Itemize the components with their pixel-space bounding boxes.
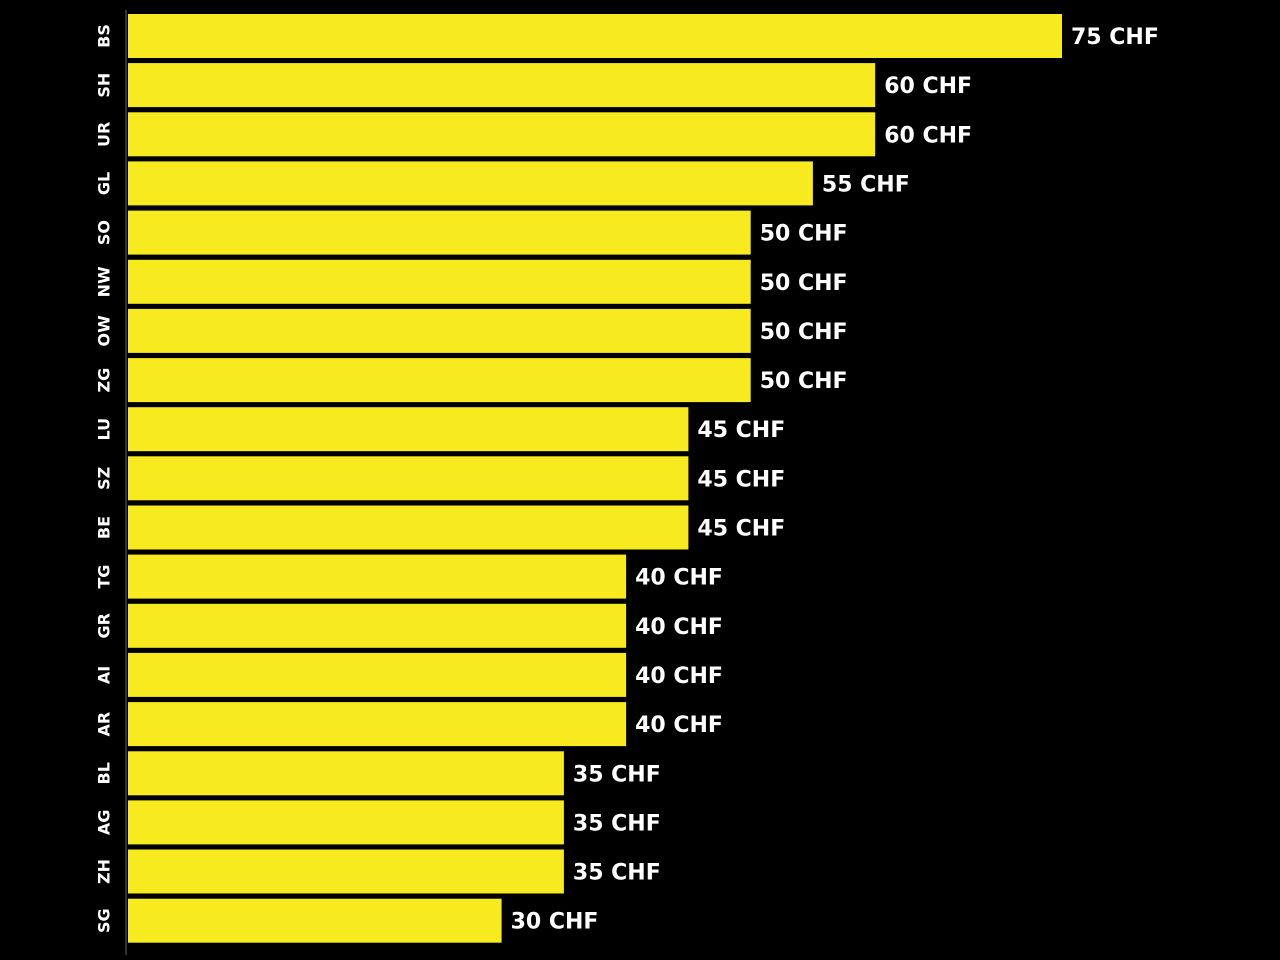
value-label-be: 45 CHF [697,517,785,542]
category-label-so: SO [95,220,114,245]
category-label-ow: OW [95,315,114,347]
category-label-ag: AG [95,810,114,836]
category-label-ar: AR [95,712,114,737]
bars-group: 75 CHF BS 60 CHF SH 60 CHF UR 55 CHF GL 50 CHF SO… [95,14,1159,943]
bar-sg [128,898,502,943]
value-label-ur: 60 CHF [884,123,972,148]
category-label-nw: NW [95,266,114,297]
value-label-tg: 40 CHF [635,566,723,591]
value-label-gr: 40 CHF [635,615,723,640]
value-label-bs: 75 CHF [1071,25,1159,50]
value-label-gl: 55 CHF [822,172,910,197]
category-label-lu: LU [95,418,114,441]
category-label-sh: SH [95,73,114,98]
category-label-bl: BL [95,762,114,784]
category-label-ai: AI [95,666,114,684]
value-label-zg: 50 CHF [760,369,848,394]
value-label-ai: 40 CHF [635,664,723,689]
category-label-be: BE [95,516,114,539]
value-label-ow: 50 CHF [760,320,848,345]
category-label-tg: TG [95,565,114,589]
category-label-zh: ZH [95,859,114,884]
bar-zg [128,358,751,403]
value-label-ar: 40 CHF [635,713,723,738]
category-label-gl: GL [95,172,114,195]
value-label-ag: 35 CHF [573,811,661,836]
bar-ur [128,112,876,157]
value-label-sg: 30 CHF [511,910,599,935]
bar-gl [128,161,813,206]
value-label-nw: 50 CHF [760,271,848,296]
category-label-gr: GR [95,613,114,638]
bar-be [128,505,689,550]
bar-sh [128,63,876,108]
bar-nw [128,259,751,304]
bar-gr [128,603,627,648]
bar-zh [128,849,564,894]
bar-ar [128,702,627,747]
value-label-so: 50 CHF [760,222,848,247]
category-label-bs: BS [95,24,114,48]
value-label-sz: 45 CHF [697,467,785,492]
bar-lu [128,407,689,452]
bar-so [128,210,751,255]
bar-bl [128,751,564,796]
value-label-zh: 35 CHF [573,861,661,886]
bar-bs [128,14,1062,58]
bar-ow [128,308,751,353]
bar-ag [128,800,564,845]
bar-sz [128,456,689,501]
value-label-sh: 60 CHF [884,74,972,99]
value-label-bl: 35 CHF [573,762,661,787]
category-label-ur: UR [95,122,114,147]
bar-tg [128,554,627,599]
category-label-sg: SG [95,908,114,933]
value-label-lu: 45 CHF [697,418,785,443]
category-label-zg: ZG [95,368,114,393]
category-label-sz: SZ [95,467,114,490]
bar-ai [128,652,627,697]
